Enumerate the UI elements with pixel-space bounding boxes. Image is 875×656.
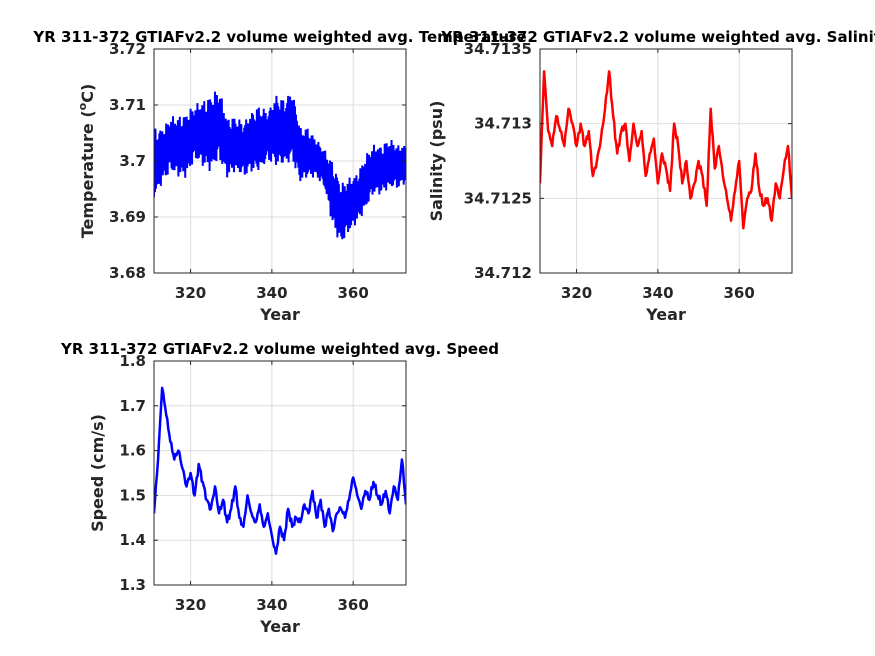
speed-ytick-label: 1.5: [119, 486, 146, 504]
salinity-ylabel: Salinity (psu): [427, 101, 446, 222]
temperature-ylabel-main: Temperature (: [78, 110, 97, 238]
temperature-ylabel-unit: C): [78, 84, 97, 103]
salinity-series-line: [540, 70, 792, 230]
salinity-panel: 320 340 360 34.712 34.7125 34.713 34.7135 YR 3…: [427, 28, 875, 324]
salinity-series-layer: [540, 70, 792, 230]
salinity-xtick-label: 320: [561, 284, 592, 302]
salinity-plot-background: [540, 49, 792, 273]
salinity-xlabel: Year: [645, 305, 686, 324]
salinity-ytick-label: 34.7135: [464, 40, 532, 58]
speed-xtick-label: 360: [338, 596, 369, 614]
temperature-xtick-label: 340: [256, 284, 287, 302]
speed-xtick-label: 340: [256, 596, 287, 614]
temperature-panel: 320 340 360 3.68 3.69 3.7 3.71 3.72 YR 311-372 …: [32, 28, 526, 324]
speed-ytick-label: 1.4: [119, 531, 146, 549]
salinity-ytick-label: 34.712: [474, 264, 532, 282]
temperature-ytick-label: 3.71: [109, 96, 146, 114]
temperature-xtick-label: 360: [338, 284, 369, 302]
temperature-ylabel: Temperature (oC): [76, 84, 97, 239]
temperature-title: YR 311-372 GTIAFv2.2 volume weighted avg…: [32, 28, 526, 46]
speed-xlabel: Year: [259, 617, 300, 636]
speed-title: YR 311-372 GTIAFv2.2 volume weighted avg…: [60, 340, 499, 358]
speed-ytick-label: 1.8: [119, 352, 146, 370]
salinity-ticks: 320 340 360 34.712 34.7125 34.713 34.7135: [464, 40, 792, 302]
temperature-xtick-label: 320: [175, 284, 206, 302]
temperature-series-line: [154, 91, 406, 240]
temperature-series-layer: [154, 91, 406, 240]
speed-ytick-label: 1.3: [119, 576, 146, 594]
temperature-ylabel-degree: o: [76, 102, 89, 110]
temperature-ytick-label: 3.69: [109, 208, 146, 226]
salinity-xtick-label: 360: [724, 284, 755, 302]
temperature-ytick-label: 3.68: [109, 264, 146, 282]
salinity-title: YR 311-372 GTIAFv2.2 volume weighted avg…: [440, 28, 875, 46]
salinity-ytick-label: 34.7125: [464, 189, 532, 207]
temperature-ytick-label: 3.7: [119, 152, 146, 170]
speed-ytick-label: 1.7: [119, 397, 146, 415]
speed-ylabel: Speed (cm/s): [88, 414, 107, 532]
temperature-xlabel: Year: [259, 305, 300, 324]
temperature-ytick-label: 3.72: [109, 40, 146, 58]
salinity-ytick-label: 34.713: [474, 115, 532, 133]
speed-plot-background: [154, 361, 406, 585]
salinity-axes-box: [539, 48, 793, 274]
speed-ytick-label: 1.6: [119, 442, 146, 460]
speed-ticks: 320 340 360 1.3 1.4 1.5 1.6 1.7 1.8: [119, 352, 406, 614]
speed-series-layer: [154, 386, 406, 555]
speed-axes-box: [153, 360, 407, 586]
salinity-xtick-label: 340: [642, 284, 673, 302]
speed-panel: 320 340 360 1.3 1.4 1.5 1.6 1.7 1.8 YR 311-372 G…: [60, 340, 499, 636]
speed-series-line: [154, 386, 406, 555]
temperature-ticks: 320 340 360 3.68 3.69 3.7 3.71 3.72: [109, 40, 406, 302]
speed-xtick-label: 320: [175, 596, 206, 614]
